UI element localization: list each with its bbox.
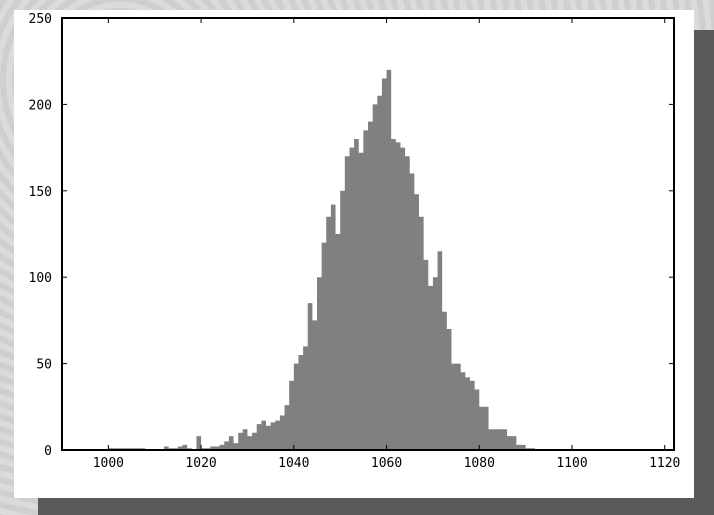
y-tick-label: 200 [29, 98, 52, 113]
plot-frame [61, 17, 675, 451]
y-tick-label: 250 [29, 12, 52, 27]
x-tick-label: 1080 [464, 456, 495, 471]
x-tick-label: 1040 [278, 456, 309, 471]
x-tick-label: 1000 [93, 456, 124, 471]
y-tick-label: 100 [29, 271, 52, 286]
x-tick-label: 1100 [556, 456, 587, 471]
y-tick-label: 50 [36, 358, 52, 373]
x-tick-label: 1120 [649, 456, 680, 471]
y-tick-label: 150 [29, 185, 52, 200]
histogram-chart: 1000 1020 1040 1060 1080 1100 1120 0 50 100 150 200… [29, 12, 681, 471]
x-tick-label: 1060 [371, 456, 402, 471]
histogram-area [62, 69, 674, 450]
axes-layer [61, 17, 675, 451]
ticks-layer: 1000 1020 1040 1060 1080 1100 1120 0 50 100 150 200… [29, 12, 681, 471]
histogram-area-layer [62, 69, 674, 450]
x-tick-label: 1020 [185, 456, 216, 471]
y-tick-label: 0 [44, 444, 52, 459]
chart-card: 1000 1020 1040 1060 1080 1100 1120 0 50 100 150 200… [14, 10, 694, 498]
